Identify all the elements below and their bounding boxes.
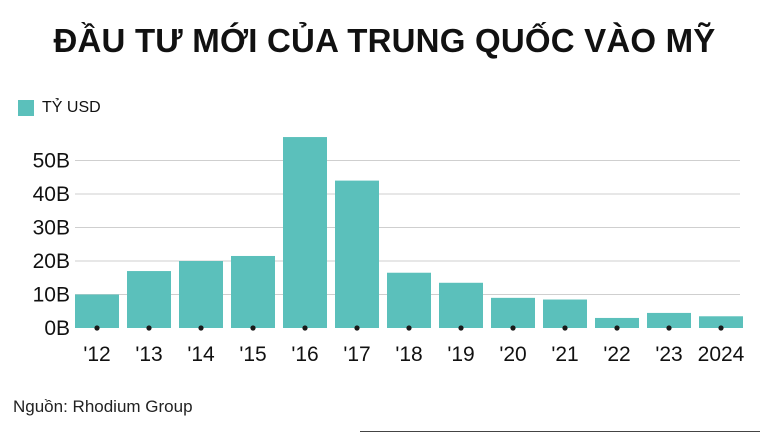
bar (439, 282, 483, 328)
bar (543, 299, 587, 328)
y-tick-label: 20B (33, 250, 70, 273)
bar (283, 137, 327, 328)
y-tick-label: 30B (33, 217, 70, 240)
bar (647, 312, 691, 328)
x-tick-label: '12 (83, 343, 110, 366)
x-tick-mark (614, 325, 620, 331)
x-tick-label: '21 (551, 343, 578, 366)
legend-swatch (18, 100, 34, 116)
chart-title: ĐẦU TƯ MỚI CỦA TRUNG QUỐC VÀO MỸ (53, 22, 716, 59)
x-tick-mark (198, 325, 204, 331)
y-tick-label: 40B (33, 183, 70, 206)
x-tick-label: '16 (291, 343, 318, 366)
y-tick-label: 50B (33, 150, 70, 173)
bar (335, 180, 379, 328)
x-tick-label: '15 (239, 343, 266, 366)
x-tick-label: '19 (447, 343, 474, 366)
x-tick-mark (718, 325, 724, 331)
x-tick-label: '22 (603, 343, 630, 366)
y-tick-label: 0B (44, 317, 70, 340)
x-tick-mark (146, 325, 152, 331)
x-tick-label: '20 (499, 343, 526, 366)
source-note: Nguồn: Rhodium Group (13, 397, 193, 416)
y-axis-ticks: 0B 10B 20B 30B 40B 50B (33, 150, 70, 341)
bar (231, 255, 275, 328)
bar (699, 316, 743, 328)
x-tick-label: 2024 (698, 343, 745, 366)
x-tick-mark (666, 325, 672, 331)
legend: TỶ USD (18, 99, 101, 117)
x-tick-mark (302, 325, 308, 331)
x-tick-label: '23 (655, 343, 682, 366)
x-tick-mark (250, 325, 256, 331)
bar (595, 317, 639, 328)
x-tick-mark (562, 325, 568, 331)
x-tick-mark (354, 325, 360, 331)
bar-layer (75, 137, 743, 331)
x-tick-mark (94, 325, 100, 331)
x-tick-mark (406, 325, 412, 331)
x-tick-label: '14 (187, 343, 215, 366)
y-tick-label: 10B (33, 284, 70, 307)
bar (127, 271, 171, 328)
x-axis-ticks: '12 '13 '14 '15 '16 '17 '18 '19 '20 '21 '22 '23 2024 (83, 343, 744, 366)
bottom-divider (360, 431, 760, 432)
bar (387, 272, 431, 328)
bar (75, 294, 119, 328)
legend-label: TỶ USD (42, 99, 101, 116)
x-tick-label: '17 (343, 343, 370, 366)
x-tick-mark (510, 325, 516, 331)
bar (179, 261, 223, 328)
x-tick-label: '13 (135, 343, 162, 366)
x-tick-mark (458, 325, 464, 331)
x-tick-label: '18 (395, 343, 422, 366)
bar (491, 297, 535, 328)
